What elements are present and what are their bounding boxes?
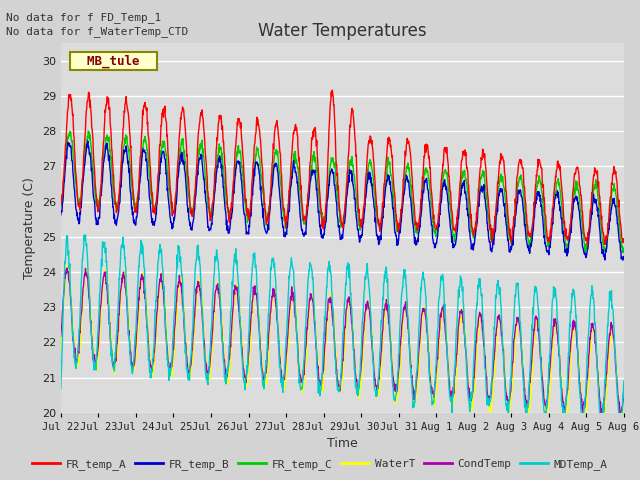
X-axis label: Time: Time [327, 437, 358, 450]
Text: No data for f FD_Temp_1: No data for f FD_Temp_1 [6, 12, 162, 23]
Legend: FR_temp_A, FR_temp_B, FR_temp_C, WaterT, CondTemp, MDTemp_A: FR_temp_A, FR_temp_B, FR_temp_C, WaterT,… [28, 455, 612, 474]
Text: MB_tule: MB_tule [72, 54, 155, 68]
Title: Water Temperatures: Water Temperatures [258, 22, 427, 40]
Text: No data for f_WaterTemp_CTD: No data for f_WaterTemp_CTD [6, 26, 189, 37]
Y-axis label: Temperature (C): Temperature (C) [23, 177, 36, 279]
